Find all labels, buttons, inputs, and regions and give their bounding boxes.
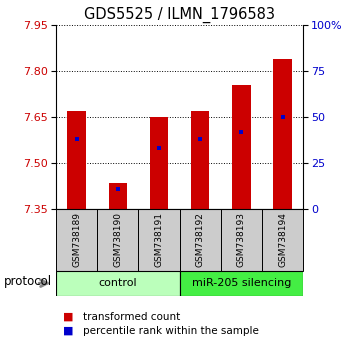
- Text: miR-205 silencing: miR-205 silencing: [192, 278, 291, 288]
- Bar: [273, 58, 292, 209]
- Bar: [180, 271, 303, 296]
- Text: ■: ■: [63, 326, 74, 336]
- Bar: [221, 209, 262, 271]
- Bar: [109, 183, 127, 209]
- Text: GSM738189: GSM738189: [72, 212, 81, 267]
- Text: GSM738191: GSM738191: [155, 212, 164, 267]
- Text: percentile rank within the sample: percentile rank within the sample: [83, 326, 259, 336]
- Bar: [191, 111, 209, 209]
- Text: ■: ■: [63, 312, 74, 322]
- Bar: [67, 111, 86, 209]
- Bar: [150, 117, 168, 209]
- Title: GDS5525 / ILMN_1796583: GDS5525 / ILMN_1796583: [84, 7, 275, 23]
- Bar: [56, 271, 180, 296]
- Bar: [138, 209, 180, 271]
- Bar: [262, 209, 303, 271]
- Bar: [97, 209, 138, 271]
- Text: protocol: protocol: [4, 275, 52, 288]
- Bar: [56, 209, 97, 271]
- Text: GSM738190: GSM738190: [113, 212, 122, 267]
- Text: transformed count: transformed count: [83, 312, 180, 322]
- Text: control: control: [99, 278, 137, 288]
- Text: GSM738194: GSM738194: [278, 212, 287, 267]
- Text: GSM738193: GSM738193: [237, 212, 246, 267]
- Bar: [232, 85, 251, 209]
- Bar: [180, 209, 221, 271]
- Text: GSM738192: GSM738192: [196, 212, 205, 267]
